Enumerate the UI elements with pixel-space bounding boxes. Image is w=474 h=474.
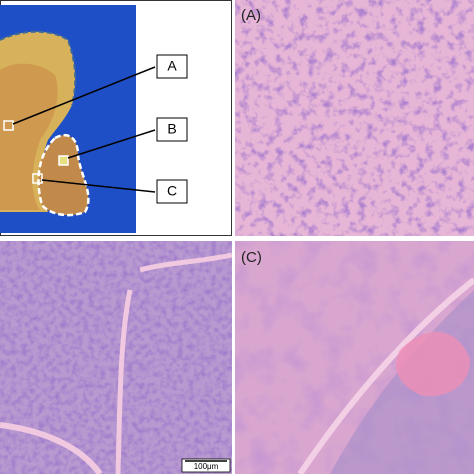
site-label: A xyxy=(167,58,177,74)
site-marker xyxy=(3,120,14,131)
scale-bar-box xyxy=(181,458,231,473)
hemorrhage xyxy=(396,331,470,397)
septum xyxy=(0,422,103,474)
capsule xyxy=(297,277,474,474)
histology-panel: 100μm xyxy=(0,241,232,474)
label-box xyxy=(156,117,188,142)
arrow xyxy=(67,129,156,159)
panel-label: (A) xyxy=(241,7,261,24)
tissue-texture xyxy=(235,0,474,236)
scale-bar-label: 100μm xyxy=(194,462,219,471)
outline xyxy=(0,30,77,106)
label-box xyxy=(156,54,188,79)
arrows xyxy=(12,66,156,193)
organ-shade xyxy=(0,63,58,211)
histology-panel: (C) xyxy=(235,241,474,474)
overview-panel: A B C xyxy=(0,0,232,236)
site-marker xyxy=(32,173,43,184)
arrow xyxy=(41,179,156,193)
panel-label: (C) xyxy=(241,249,262,266)
site-label: C xyxy=(167,183,177,199)
site-label: B xyxy=(167,121,176,137)
histology-panel: (A) xyxy=(235,0,474,236)
site-marker xyxy=(58,155,69,166)
tissue-texture xyxy=(0,241,232,474)
label-box xyxy=(156,179,188,204)
septum xyxy=(115,289,133,474)
arrow xyxy=(12,66,156,125)
septum xyxy=(139,252,232,273)
